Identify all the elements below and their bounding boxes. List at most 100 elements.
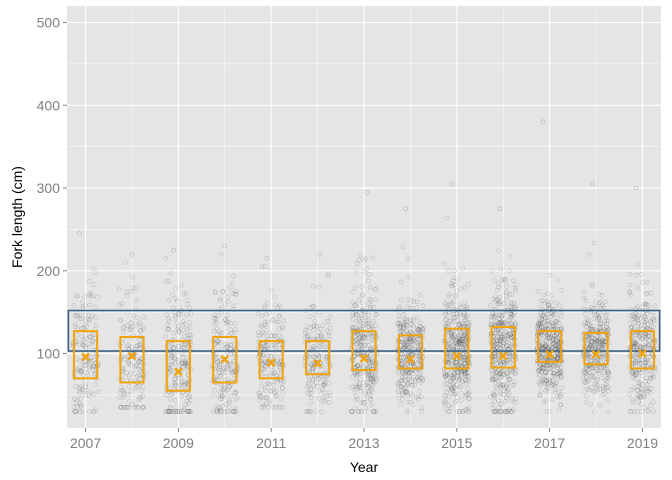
data-point bbox=[603, 377, 608, 382]
data-point bbox=[605, 384, 611, 390]
data-point bbox=[548, 383, 554, 389]
data-point bbox=[553, 319, 559, 324]
data-point bbox=[400, 340, 406, 346]
data-point bbox=[79, 383, 84, 389]
data-point bbox=[634, 340, 639, 345]
data-point bbox=[363, 405, 368, 411]
data-point bbox=[543, 309, 549, 315]
data-point bbox=[448, 315, 454, 321]
data-point bbox=[633, 332, 638, 338]
data-point bbox=[137, 367, 142, 372]
data-point bbox=[600, 324, 605, 329]
data-point bbox=[179, 409, 184, 414]
data-point bbox=[551, 341, 556, 347]
data-point bbox=[80, 300, 85, 305]
data-point bbox=[464, 373, 470, 379]
data-point bbox=[488, 394, 493, 400]
data-point bbox=[606, 372, 612, 378]
data-point bbox=[586, 336, 592, 342]
data-point bbox=[501, 372, 507, 378]
data-point bbox=[493, 376, 499, 381]
data-point bbox=[310, 367, 316, 373]
data-point bbox=[121, 392, 127, 398]
data-point bbox=[604, 385, 610, 391]
data-point bbox=[595, 387, 600, 393]
data-point bbox=[647, 325, 653, 331]
data-point bbox=[263, 364, 269, 370]
data-point bbox=[584, 399, 589, 405]
data-point bbox=[228, 393, 234, 399]
data-point bbox=[497, 337, 503, 342]
data-point bbox=[258, 393, 263, 399]
data-point bbox=[356, 409, 361, 414]
data-point bbox=[129, 324, 134, 330]
data-point bbox=[177, 409, 182, 414]
data-point bbox=[505, 332, 511, 338]
data-point bbox=[490, 402, 495, 407]
data-point bbox=[541, 313, 546, 319]
data-point bbox=[502, 337, 507, 342]
data-point bbox=[509, 321, 515, 326]
data-point bbox=[224, 321, 229, 327]
data-point bbox=[416, 347, 421, 353]
data-point bbox=[225, 319, 231, 325]
data-point bbox=[217, 298, 223, 303]
data-point bbox=[270, 317, 275, 323]
data-point bbox=[601, 342, 607, 348]
axis-ticks: 2007 2009 2011 2013 2015 2017 2019100200300400… bbox=[37, 15, 659, 451]
data-point bbox=[401, 354, 406, 360]
data-point bbox=[453, 337, 459, 343]
data-point bbox=[320, 398, 326, 404]
data-point bbox=[224, 388, 230, 393]
data-point bbox=[491, 390, 496, 396]
data-point bbox=[366, 361, 372, 366]
data-point bbox=[216, 355, 222, 360]
data-point bbox=[588, 326, 594, 331]
data-point bbox=[549, 373, 555, 379]
data-point bbox=[81, 325, 87, 330]
data-point bbox=[364, 385, 369, 391]
data-point bbox=[411, 299, 417, 304]
data-point bbox=[461, 303, 467, 309]
data-point bbox=[504, 388, 510, 394]
data-point bbox=[465, 409, 471, 414]
data-point bbox=[372, 374, 378, 380]
x-tick-label: 2017 bbox=[534, 435, 565, 451]
data-point bbox=[587, 370, 592, 376]
data-point bbox=[463, 357, 468, 362]
data-point bbox=[496, 320, 502, 325]
data-point bbox=[129, 344, 134, 350]
data-point bbox=[217, 307, 222, 312]
data-point bbox=[550, 322, 555, 328]
data-point bbox=[536, 367, 542, 373]
data-point bbox=[456, 373, 461, 379]
data-point bbox=[496, 284, 502, 290]
data-point bbox=[405, 381, 411, 387]
data-point bbox=[558, 402, 564, 407]
data-point bbox=[79, 409, 85, 414]
data-point bbox=[233, 397, 238, 403]
data-point bbox=[499, 314, 504, 319]
data-point bbox=[633, 376, 638, 381]
data-point bbox=[133, 322, 139, 328]
data-point-max bbox=[129, 251, 135, 257]
data-point bbox=[355, 396, 361, 402]
data-point bbox=[594, 312, 599, 317]
data-point bbox=[180, 409, 186, 414]
data-point bbox=[117, 395, 123, 401]
data-point bbox=[540, 354, 545, 360]
data-point bbox=[598, 342, 603, 348]
data-point bbox=[591, 336, 597, 342]
data-point bbox=[646, 333, 652, 339]
data-point bbox=[309, 305, 314, 310]
data-point bbox=[137, 342, 143, 348]
data-point bbox=[589, 340, 595, 345]
data-point bbox=[541, 292, 547, 298]
data-point bbox=[591, 389, 596, 395]
data-point bbox=[419, 375, 425, 381]
data-point bbox=[308, 390, 314, 396]
data-point bbox=[356, 363, 362, 369]
data-point bbox=[458, 384, 464, 390]
data-point bbox=[540, 320, 546, 325]
data-point bbox=[544, 369, 550, 375]
